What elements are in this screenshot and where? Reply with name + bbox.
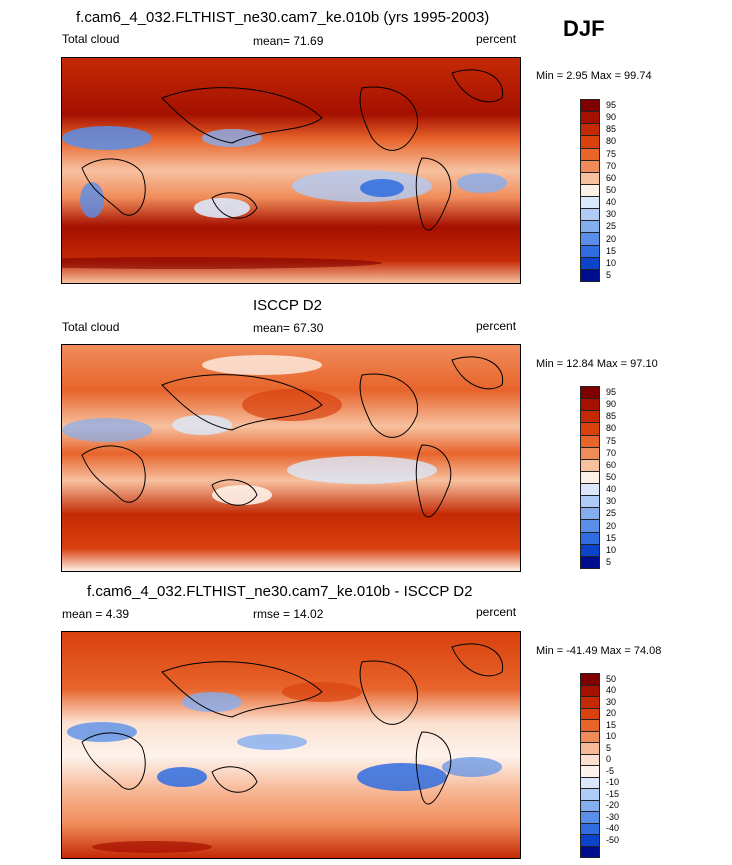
colorbar-obs: 95 90 85 80 75 70 60 50 40 30 25 20 15 10 5	[580, 386, 640, 569]
colorbar-tick-label: -5	[606, 765, 615, 776]
panel-left-label-diff: mean = 4.39	[62, 607, 130, 621]
colorbar-tick-label: 60	[606, 459, 617, 470]
map-field-obs	[62, 345, 520, 571]
map-diff	[61, 631, 521, 859]
colorbar-tick-label: 75	[606, 435, 617, 446]
colorbar-tick-label: 25	[606, 221, 617, 232]
panel-minmax-diff: Min = -41.49 Max = 74.08	[536, 645, 662, 657]
map-field-diff	[62, 632, 520, 858]
colorbar-tick-label: 70	[606, 160, 617, 171]
colorbar-tick-label: 75	[606, 148, 617, 159]
colorbar-tick-label: 95	[606, 387, 617, 398]
colorbar-tick-label: -20	[606, 800, 620, 811]
colorbar-tick-label: 25	[606, 508, 617, 519]
panel-rmse-diff: rmse = 14.02	[253, 607, 324, 621]
map-field-model	[62, 58, 520, 283]
panel-units-diff: percent	[476, 605, 517, 619]
colorbar-cell	[580, 268, 600, 282]
colorbar-tick-label: 40	[606, 484, 617, 495]
colorbar-tick-label: 80	[606, 136, 617, 147]
colorbar-tick-label: 90	[606, 112, 617, 123]
colorbar-tick-label: -40	[606, 823, 620, 834]
colorbar-tick-label: 15	[606, 719, 617, 730]
colorbar-tick-label: 30	[606, 496, 617, 507]
colorbar-tick-label: -50	[606, 834, 620, 845]
colorbar-tick-label: 5	[606, 742, 612, 753]
colorbar-tick-label: 90	[606, 399, 617, 410]
colorbar-tick-label: 10	[606, 257, 617, 268]
season-label: DJF	[563, 16, 605, 41]
colorbar-diff: 50 40 30 20 15 10 5 0 -5 -10 -15 -20 -30 -40 -50	[580, 673, 640, 858]
panel-mean-model: mean= 71.69	[253, 34, 324, 48]
colorbar-tick-label: 5	[606, 556, 612, 567]
panel-units-obs: percent	[476, 319, 517, 333]
colorbar-tick-label: -10	[606, 777, 620, 788]
colorbar-tick-label: 60	[606, 172, 617, 183]
colorbar-tick-label: 10	[606, 544, 617, 555]
colorbar-tick-label: 15	[606, 532, 617, 543]
colorbar-tick-label: -30	[606, 811, 620, 822]
colorbar-tick-label: 85	[606, 411, 617, 422]
panel-minmax-model: Min = 2.95 Max = 99.74	[536, 70, 652, 82]
panel-mean-obs: mean= 67.30	[253, 321, 324, 335]
colorbar-model: 95 90 85 80 75 70 60 50 40 30 25 20 15 10 5	[580, 99, 640, 282]
panel-left-label-obs: Total cloud	[62, 320, 120, 334]
map-obs	[61, 344, 521, 572]
colorbar-tick-label: 95	[606, 100, 617, 111]
colorbar-tick-label: 15	[606, 245, 617, 256]
colorbar-tick-label: 40	[606, 685, 617, 696]
colorbar-tick-label: 70	[606, 447, 617, 458]
colorbar-tick-label: 80	[606, 423, 617, 434]
colorbar-tick-label: 40	[606, 197, 617, 208]
panel-left-label-model: Total cloud	[62, 32, 120, 46]
colorbar-tick-label: 5	[606, 269, 612, 280]
panel-units-model: percent	[476, 32, 517, 46]
colorbar-cell	[580, 555, 600, 569]
colorbar-cell	[580, 845, 600, 858]
colorbar-tick-label: 50	[606, 673, 617, 684]
panel-title-model: f.cam6_4_032.FLTHIST_ne30.cam7_ke.010b (…	[76, 9, 490, 26]
colorbar-tick-label: 30	[606, 696, 617, 707]
colorbar-tick-label: -15	[606, 788, 620, 799]
colorbar-tick-label: 20	[606, 520, 617, 531]
colorbar-tick-label: 20	[606, 708, 617, 719]
panel-minmax-obs: Min = 12.84 Max = 97.10	[536, 358, 658, 370]
colorbar-tick-label: 20	[606, 233, 617, 244]
map-model	[61, 57, 521, 284]
colorbar-tick-label: 0	[606, 754, 612, 765]
colorbar-tick-label: 50	[606, 472, 617, 482]
panel-title-obs: ISCCP D2	[253, 297, 322, 314]
colorbar-tick-label: 85	[606, 124, 617, 135]
colorbar-tick-label: 30	[606, 209, 617, 220]
panel-title-diff: f.cam6_4_032.FLTHIST_ne30.cam7_ke.010b -…	[87, 583, 473, 600]
colorbar-tick-label: 50	[606, 185, 617, 195]
colorbar-tick-label: 10	[606, 731, 617, 742]
